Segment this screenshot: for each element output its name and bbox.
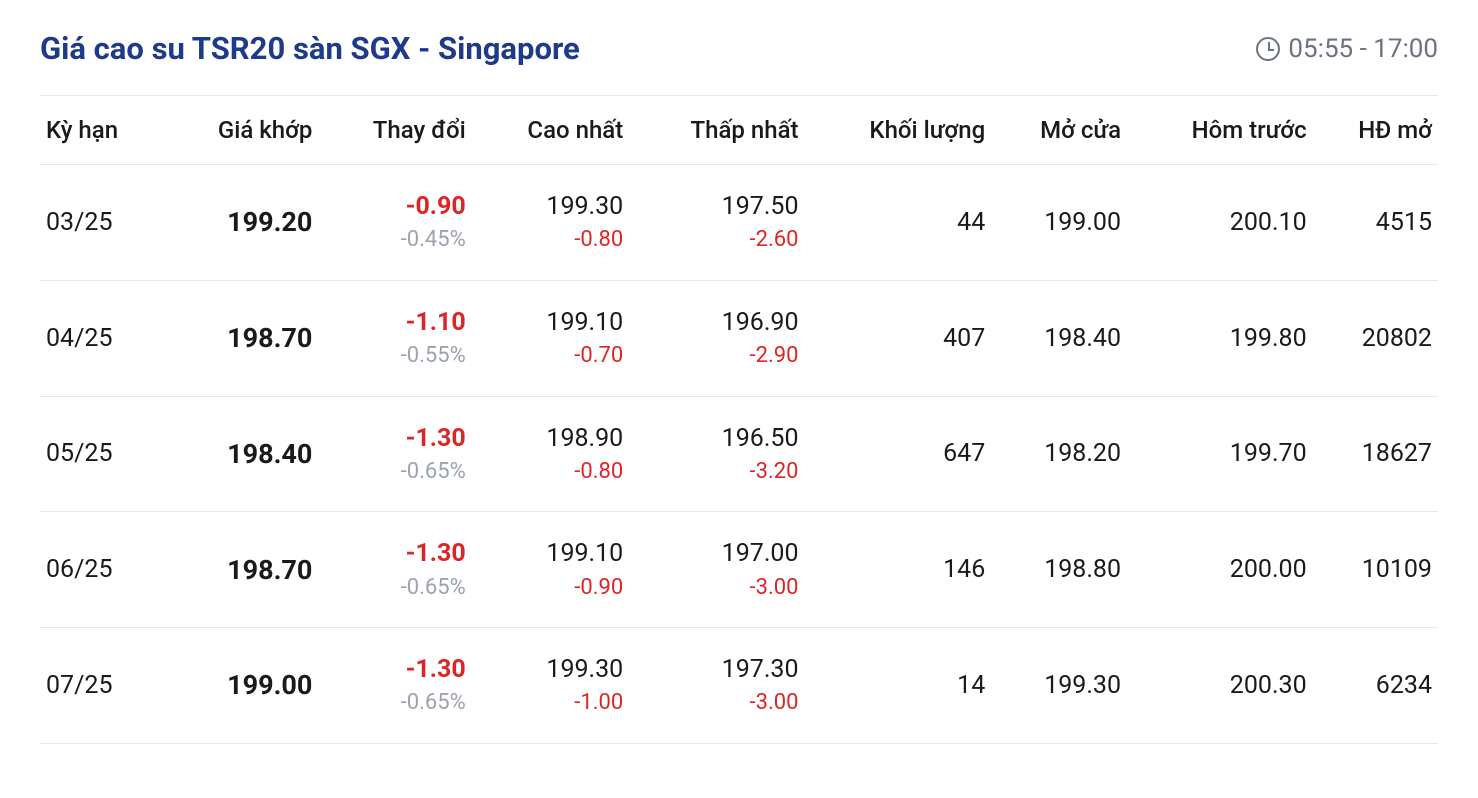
col-khoi-luong: Khối lượng bbox=[805, 96, 992, 165]
cell-mo-cua: 199.00 bbox=[991, 165, 1127, 281]
high-value: 199.30 bbox=[546, 191, 623, 222]
cell-hom-truoc: 199.70 bbox=[1127, 396, 1313, 512]
table-header-row: Kỳ hạn Giá khớp Thay đổi Cao nhất Thấp n… bbox=[40, 96, 1438, 165]
cell-cao-nhat: 199.10 -0.90 bbox=[472, 512, 630, 628]
change-percent: -0.65% bbox=[401, 458, 466, 486]
cell-khoi-luong: 647 bbox=[805, 396, 992, 512]
cell-mo-cua: 198.40 bbox=[991, 280, 1127, 396]
cell-gia-khop: 199.00 bbox=[163, 628, 319, 744]
low-value: 196.50 bbox=[722, 423, 799, 454]
table-row[interactable]: 06/25198.70 -1.30 -0.65% 199.10 -0.90 197.00 -… bbox=[40, 512, 1438, 628]
cell-hd-mo: 10109 bbox=[1313, 512, 1438, 628]
high-diff: -0.90 bbox=[574, 574, 623, 602]
col-hd-mo: HĐ mở bbox=[1313, 96, 1438, 165]
cell-khoi-luong: 14 bbox=[805, 628, 992, 744]
high-diff: -0.80 bbox=[574, 226, 623, 254]
high-diff: -1.00 bbox=[574, 689, 623, 717]
cell-thay-doi: -1.10 -0.55% bbox=[318, 280, 471, 396]
table-row[interactable]: 05/25198.40 -1.30 -0.65% 198.90 -0.80 196.50 -… bbox=[40, 396, 1438, 512]
cell-khoi-luong: 44 bbox=[805, 165, 992, 281]
cell-mo-cua: 199.30 bbox=[991, 628, 1127, 744]
cell-ky-han: 03/25 bbox=[40, 165, 163, 281]
cell-cao-nhat: 199.30 -1.00 bbox=[472, 628, 630, 744]
table-row[interactable]: 04/25198.70 -1.10 -0.55% 199.10 -0.70 196.90 -… bbox=[40, 280, 1438, 396]
low-diff: -3.00 bbox=[750, 689, 799, 717]
cell-ky-han: 07/25 bbox=[40, 628, 163, 744]
low-diff: -3.20 bbox=[750, 458, 799, 486]
change-absolute: -1.30 bbox=[406, 423, 466, 454]
change-percent: -0.55% bbox=[401, 342, 466, 370]
low-value: 197.50 bbox=[722, 191, 799, 222]
cell-ky-han: 06/25 bbox=[40, 512, 163, 628]
high-value: 199.30 bbox=[546, 654, 623, 685]
col-hom-truoc: Hôm trước bbox=[1127, 96, 1313, 165]
cell-thap-nhat: 197.00 -3.00 bbox=[629, 512, 804, 628]
cell-thap-nhat: 196.90 -2.90 bbox=[629, 280, 804, 396]
cell-mo-cua: 198.80 bbox=[991, 512, 1127, 628]
cell-cao-nhat: 199.30 -0.80 bbox=[472, 165, 630, 281]
high-value: 199.10 bbox=[546, 538, 623, 569]
table-row[interactable]: 07/25199.00 -1.30 -0.65% 199.30 -1.00 197.30 -… bbox=[40, 628, 1438, 744]
cell-thap-nhat: 197.30 -3.00 bbox=[629, 628, 804, 744]
high-value: 198.90 bbox=[546, 423, 623, 454]
low-value: 197.00 bbox=[722, 538, 799, 569]
col-mo-cua: Mở cửa bbox=[991, 96, 1127, 165]
cell-hom-truoc: 200.30 bbox=[1127, 628, 1313, 744]
cell-cao-nhat: 198.90 -0.80 bbox=[472, 396, 630, 512]
cell-gia-khop: 199.20 bbox=[163, 165, 319, 281]
cell-ky-han: 04/25 bbox=[40, 280, 163, 396]
header: Giá cao su TSR20 sàn SGX - Singapore 05:… bbox=[40, 30, 1438, 67]
change-absolute: -0.90 bbox=[406, 191, 466, 222]
col-thap-nhat: Thấp nhất bbox=[629, 96, 804, 165]
cell-khoi-luong: 146 bbox=[805, 512, 992, 628]
cell-ky-han: 05/25 bbox=[40, 396, 163, 512]
time-range-text: 05:55 - 17:00 bbox=[1288, 34, 1438, 64]
cell-cao-nhat: 199.10 -0.70 bbox=[472, 280, 630, 396]
high-diff: -0.80 bbox=[574, 458, 623, 486]
low-value: 196.90 bbox=[722, 307, 799, 338]
cell-thay-doi: -1.30 -0.65% bbox=[318, 512, 471, 628]
cell-thap-nhat: 197.50 -2.60 bbox=[629, 165, 804, 281]
high-value: 199.10 bbox=[546, 307, 623, 338]
futures-table: Kỳ hạn Giá khớp Thay đổi Cao nhất Thấp n… bbox=[40, 95, 1438, 744]
cell-thay-doi: -1.30 -0.65% bbox=[318, 396, 471, 512]
table-row[interactable]: 03/25199.20 -0.90 -0.45% 199.30 -0.80 197.50 -… bbox=[40, 165, 1438, 281]
low-diff: -2.60 bbox=[750, 226, 799, 254]
cell-thay-doi: -1.30 -0.65% bbox=[318, 628, 471, 744]
change-absolute: -1.10 bbox=[406, 307, 466, 338]
clock-icon bbox=[1256, 37, 1280, 61]
cell-gia-khop: 198.40 bbox=[163, 396, 319, 512]
change-percent: -0.65% bbox=[401, 689, 466, 717]
col-ky-han: Kỳ hạn bbox=[40, 96, 163, 165]
low-diff: -2.90 bbox=[750, 342, 799, 370]
change-absolute: -1.30 bbox=[406, 654, 466, 685]
cell-thay-doi: -0.90 -0.45% bbox=[318, 165, 471, 281]
cell-gia-khop: 198.70 bbox=[163, 512, 319, 628]
cell-mo-cua: 198.20 bbox=[991, 396, 1127, 512]
cell-thap-nhat: 196.50 -3.20 bbox=[629, 396, 804, 512]
col-cao-nhat: Cao nhất bbox=[472, 96, 630, 165]
cell-khoi-luong: 407 bbox=[805, 280, 992, 396]
cell-hom-truoc: 200.10 bbox=[1127, 165, 1313, 281]
change-percent: -0.45% bbox=[401, 226, 466, 254]
cell-hom-truoc: 199.80 bbox=[1127, 280, 1313, 396]
time-range: 05:55 - 17:00 bbox=[1256, 34, 1438, 64]
cell-hd-mo: 20802 bbox=[1313, 280, 1438, 396]
cell-hd-mo: 6234 bbox=[1313, 628, 1438, 744]
cell-gia-khop: 198.70 bbox=[163, 280, 319, 396]
change-percent: -0.65% bbox=[401, 574, 466, 602]
cell-hd-mo: 18627 bbox=[1313, 396, 1438, 512]
low-value: 197.30 bbox=[722, 654, 799, 685]
cell-hom-truoc: 200.00 bbox=[1127, 512, 1313, 628]
col-thay-doi: Thay đổi bbox=[318, 96, 471, 165]
page-title: Giá cao su TSR20 sàn SGX - Singapore bbox=[40, 30, 580, 67]
low-diff: -3.00 bbox=[750, 574, 799, 602]
col-gia-khop: Giá khớp bbox=[163, 96, 319, 165]
cell-hd-mo: 4515 bbox=[1313, 165, 1438, 281]
change-absolute: -1.30 bbox=[406, 538, 466, 569]
high-diff: -0.70 bbox=[574, 342, 623, 370]
